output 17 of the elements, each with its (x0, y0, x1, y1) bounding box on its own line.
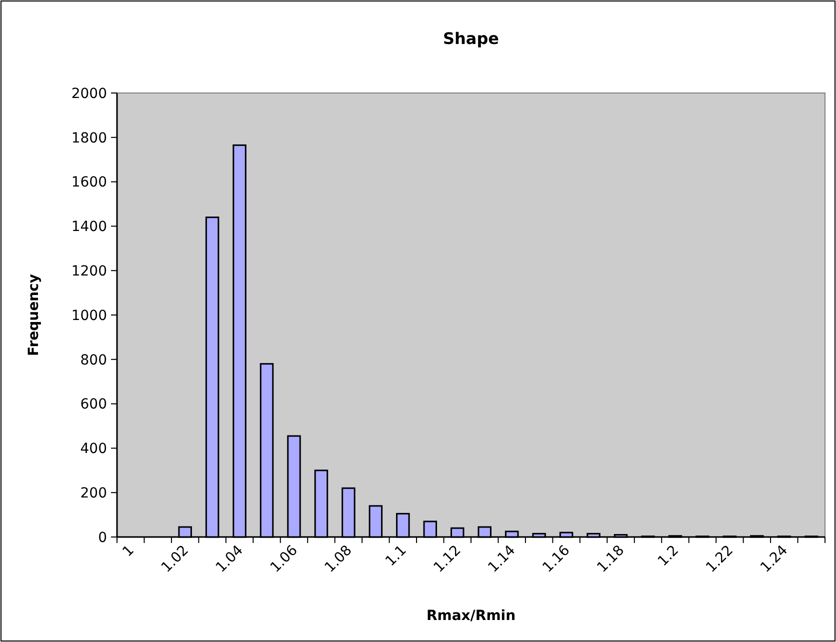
y-tick-label: 600 (80, 396, 107, 413)
y-tick-label: 1800 (71, 130, 107, 146)
x-tick-label: 1 (120, 542, 138, 560)
x-axis-title: Rmax/Rmin (426, 608, 516, 624)
y-tick-label: 1400 (71, 219, 107, 236)
x-tick-label: 1.1 (382, 542, 410, 570)
y-tick-label: 1000 (71, 308, 107, 324)
y-tick-label: 1200 (71, 264, 107, 280)
y-axis-title: Frequency (26, 274, 42, 356)
y-tick-label: 800 (80, 352, 107, 368)
y-tick-label: 1600 (71, 174, 107, 191)
y-tick-label: 200 (80, 486, 107, 502)
x-tick-label: 1.2 (655, 542, 682, 570)
y-tick-label: 2000 (71, 86, 107, 102)
y-tick-label: 400 (80, 441, 107, 458)
chart-title: Shape (442, 29, 500, 48)
y-tick-label: 0 (98, 530, 107, 546)
